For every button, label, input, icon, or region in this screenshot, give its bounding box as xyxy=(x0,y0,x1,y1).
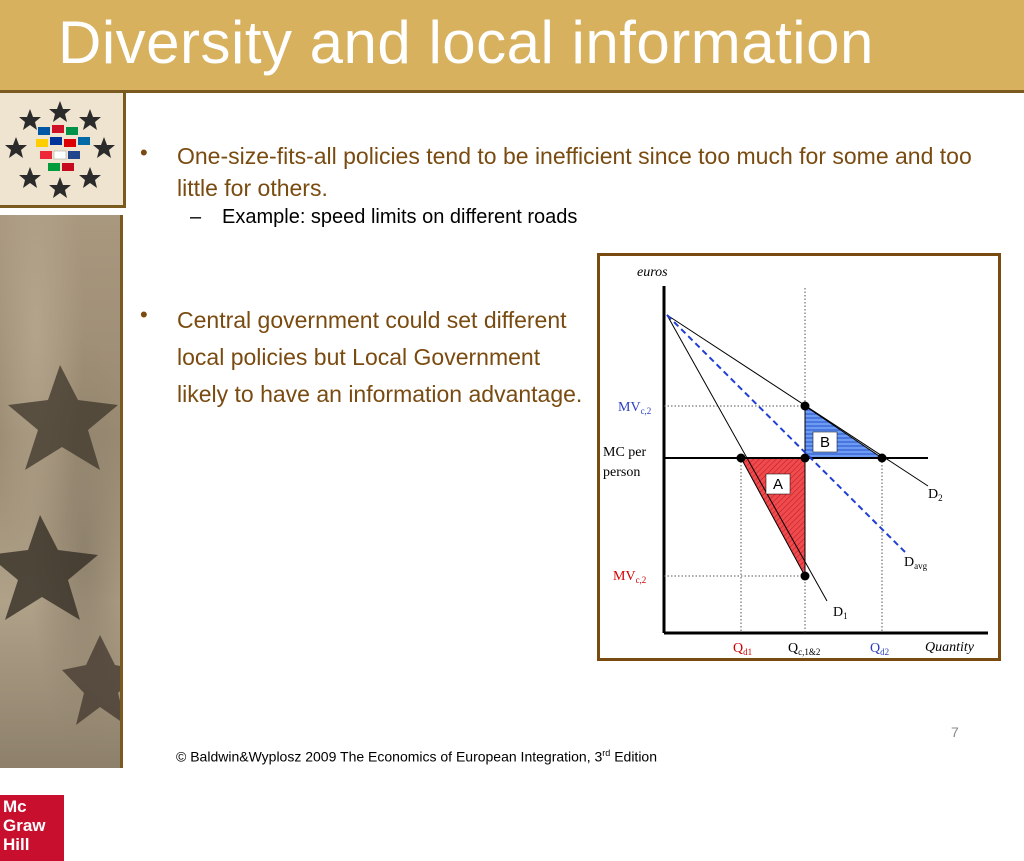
d2-sub: 2 xyxy=(938,493,943,503)
svg-text:MVc,2: MVc,2 xyxy=(613,569,646,585)
d1-sub: 1 xyxy=(843,611,848,621)
mc-label-line2: person xyxy=(603,465,640,480)
svg-text:D2: D2 xyxy=(928,487,943,503)
qc-label: Q xyxy=(788,641,798,656)
svg-text:Qc,1&2: Qc,1&2 xyxy=(788,641,820,657)
sub-bullet-text: Example: speed limits on different roads xyxy=(222,206,578,228)
mv-bottom-sub: c,2 xyxy=(636,575,647,585)
d2-label: D xyxy=(928,487,938,502)
davg-line xyxy=(666,314,906,553)
footer-citation: © Baldwin&Wyplosz 2009 The Economics of … xyxy=(176,748,658,765)
eu-flags-emblem xyxy=(0,93,126,208)
qd2-label: Q xyxy=(870,641,880,656)
bullet-marker: • xyxy=(140,302,148,327)
point-mv-bottom xyxy=(800,571,810,581)
mv-top-label: MV xyxy=(618,400,641,415)
bullet-marker: • xyxy=(140,140,148,165)
region-a-label: A xyxy=(773,476,783,493)
point-qd1 xyxy=(736,453,746,463)
qd2-sub: d2 xyxy=(880,647,889,657)
svg-text:D1: D1 xyxy=(833,605,848,621)
region-b-label: B xyxy=(820,434,830,451)
slide-title: Diversity and local information xyxy=(58,9,874,76)
davg-sub: avg xyxy=(914,561,927,571)
sub-bullet-marker: – xyxy=(190,206,202,228)
d1-label: D xyxy=(833,605,843,620)
point-mv-top xyxy=(800,401,810,411)
d1-line xyxy=(666,314,828,602)
footer-superscript: rd xyxy=(602,748,611,758)
page-number: 7 xyxy=(951,724,959,740)
x-axis-label: Quantity xyxy=(925,640,975,655)
point-qc-mc xyxy=(800,453,810,463)
svg-text:Qd2: Qd2 xyxy=(870,641,889,657)
point-qd2 xyxy=(877,453,887,463)
sand-starfish-photo xyxy=(0,215,123,768)
svg-text:Qd1: Qd1 xyxy=(733,641,752,657)
demand-diagram: B A euros Quantity MVc,2 MC per person M… xyxy=(597,253,1001,661)
mv-bottom-label: MV xyxy=(613,569,636,584)
svg-text:MVc,2: MVc,2 xyxy=(618,400,651,416)
qd1-sub: d1 xyxy=(743,647,752,657)
davg-label: D xyxy=(904,555,914,570)
mcgraw-hill-logo: Mc Graw Hill xyxy=(0,795,64,861)
left-strip: Mc Graw Hill xyxy=(0,93,126,861)
mc-label-line1: MC per xyxy=(603,445,647,460)
svg-text:Davg: Davg xyxy=(904,555,928,571)
title-bar: Diversity and local information xyxy=(0,0,1024,93)
qd1-label: Q xyxy=(733,641,743,656)
qc-sub: c,1&2 xyxy=(798,647,820,657)
mv-top-sub: c,2 xyxy=(641,406,652,416)
bullet-text: Central government could set different l… xyxy=(177,307,583,407)
y-axis-label: euros xyxy=(637,265,668,280)
bullet-text: One-size-fits-all policies tend to be in… xyxy=(177,143,972,201)
